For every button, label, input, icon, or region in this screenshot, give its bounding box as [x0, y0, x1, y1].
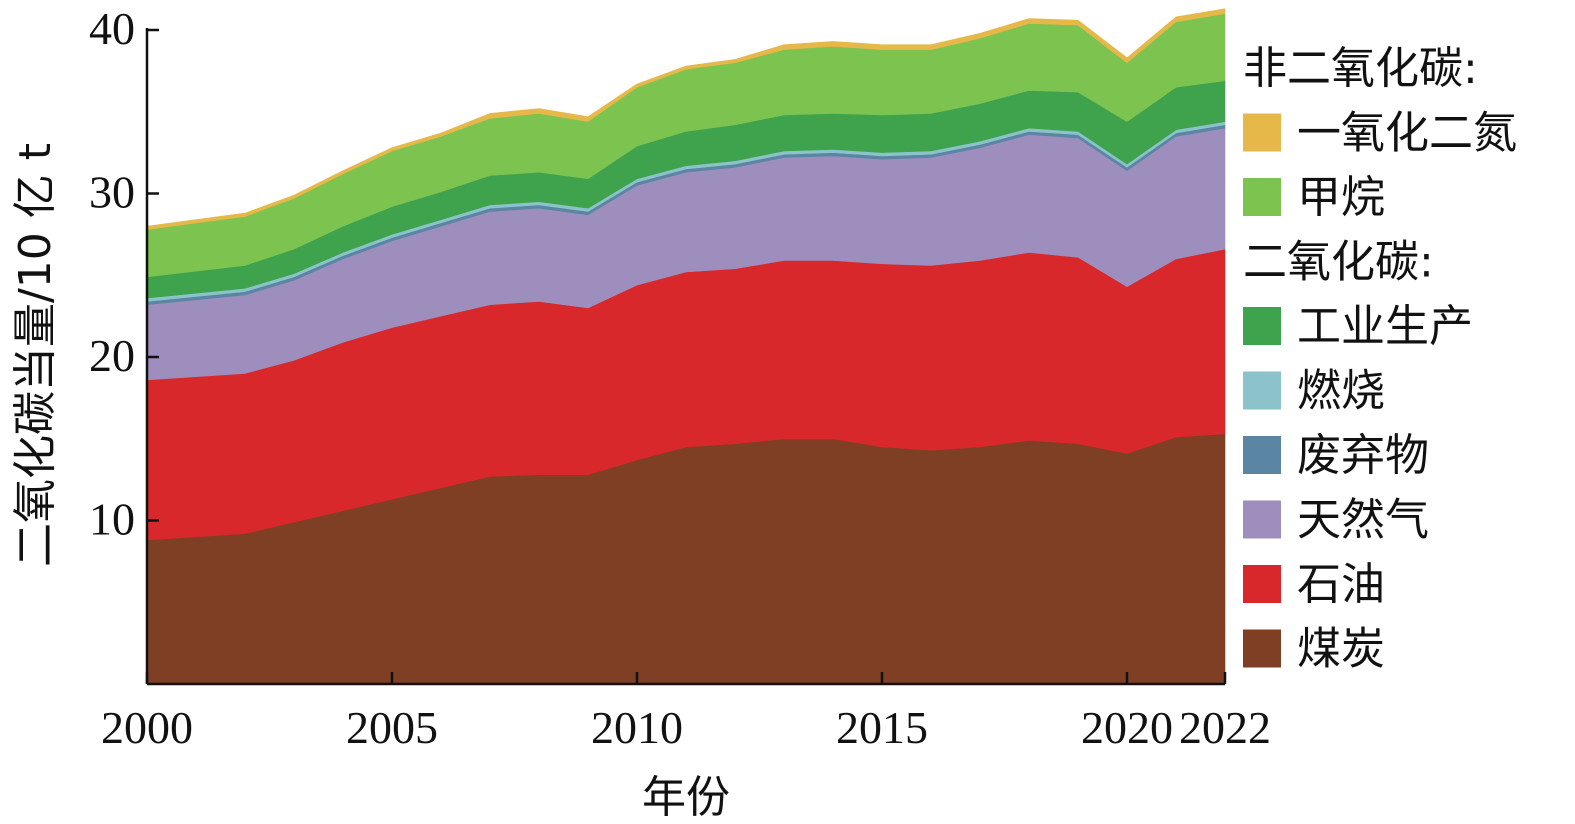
x-tick-label: 2010: [591, 702, 683, 753]
legend-label: 甲烷: [1297, 172, 1385, 223]
legend-label: 废弃物: [1297, 430, 1429, 481]
x-axis-title: 年份: [642, 772, 730, 823]
x-tick-label: 2000: [101, 702, 193, 753]
legend-heading: 二氧化碳:: [1243, 237, 1434, 288]
x-tick-label: 2015: [836, 702, 928, 753]
legend-label: 一氧化二氮: [1297, 108, 1517, 159]
legend-swatch: [1243, 178, 1281, 216]
legend-swatch: [1243, 371, 1281, 410]
areas-layer: [146, 8, 1226, 685]
y-tick-label: 40: [89, 3, 135, 54]
y-tick-label: 20: [89, 330, 135, 381]
ticks-layer: 10 20 30 40 2000 2005 2010 2015 2020 2022: [89, 3, 1271, 753]
legend-swatch: [1243, 307, 1281, 345]
area-series-8: [146, 8, 1226, 230]
legend-label: 煤炭: [1297, 624, 1385, 675]
y-tick-label: 10: [89, 494, 135, 545]
legend-label: 燃烧: [1297, 366, 1385, 417]
legend-swatch: [1243, 565, 1281, 603]
legend-swatch: [1243, 436, 1281, 474]
y-tick-label: 30: [89, 167, 135, 218]
legend-label: 工业生产: [1297, 301, 1473, 352]
legend-label: 石油: [1297, 559, 1385, 610]
legend-label: 天然气: [1297, 495, 1429, 546]
legend-heading: 非二氧化碳:: [1243, 43, 1478, 94]
x-tick-label: 2005: [346, 702, 438, 753]
legend-swatch: [1243, 113, 1281, 152]
x-tick-label: 2022: [1179, 702, 1271, 753]
x-tick-label: 2020: [1081, 702, 1173, 753]
legend-swatch: [1243, 500, 1281, 539]
y-axis-title: 二氧化碳当量/10 亿 t: [10, 143, 61, 567]
legend-swatch: [1243, 629, 1281, 668]
